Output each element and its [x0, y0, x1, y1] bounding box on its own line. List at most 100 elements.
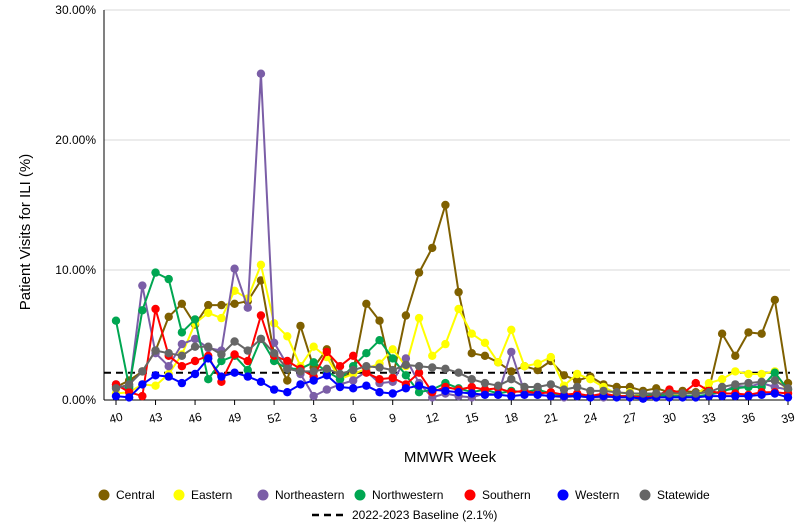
legend-label-northeastern: Northeastern	[275, 488, 344, 502]
data-point-southern	[151, 304, 160, 314]
data-point-eastern	[217, 313, 226, 323]
data-point-southern	[691, 378, 700, 388]
data-point-northeastern	[507, 347, 516, 357]
data-point-eastern	[704, 378, 714, 388]
x-tick-label: 46	[187, 410, 204, 427]
data-point-western	[559, 391, 569, 401]
legend-marker-statewide	[639, 489, 651, 501]
x-tick-label: 27	[622, 410, 639, 427]
data-point-statewide	[296, 367, 305, 376]
data-point-statewide	[559, 385, 569, 394]
axes	[103, 10, 790, 405]
y-tick-label: 30.00%	[55, 3, 96, 17]
data-point-eastern	[230, 286, 239, 295]
data-point-western	[783, 393, 793, 402]
data-point-central	[441, 200, 450, 210]
data-point-statewide	[454, 368, 463, 377]
data-point-southern	[230, 350, 239, 359]
data-point-northeastern	[309, 391, 318, 401]
data-point-western	[520, 390, 529, 399]
data-point-western	[572, 391, 582, 401]
data-point-central	[204, 300, 213, 310]
data-point-central	[770, 295, 780, 305]
y-tick-labels: 0.00% 10.00% 20.00% 30.00%	[55, 3, 96, 407]
data-point-southern	[335, 362, 345, 371]
data-point-western	[454, 388, 463, 397]
x-tick-label: 12	[424, 410, 441, 427]
data-point-statewide	[204, 342, 213, 351]
data-point-eastern	[204, 308, 213, 318]
data-point-eastern	[520, 362, 529, 371]
data-point-western	[493, 390, 503, 399]
data-point-eastern	[546, 352, 556, 362]
data-point-central	[731, 351, 740, 360]
data-point-statewide	[625, 389, 635, 398]
data-point-southern	[348, 351, 358, 360]
data-point-statewide	[164, 349, 173, 358]
data-point-statewide	[256, 334, 266, 344]
x-tick-label: 6	[348, 410, 358, 425]
data-point-statewide	[744, 378, 753, 388]
y-tick-label: 0.00%	[62, 393, 96, 407]
series-line-northeastern	[115, 72, 789, 399]
data-point-eastern	[414, 313, 424, 323]
data-point-northwestern	[401, 371, 411, 380]
data-point-southern	[243, 356, 252, 366]
data-point-western	[124, 393, 134, 402]
data-point-eastern	[454, 304, 463, 314]
data-point-southern	[388, 373, 397, 383]
data-point-central	[362, 299, 371, 308]
legend-label-western: Western	[575, 488, 619, 502]
legend: Central Eastern Northeastern Northwestern So…	[98, 488, 710, 522]
data-point-southern	[467, 382, 476, 392]
data-point-eastern	[428, 351, 437, 360]
data-point-statewide	[665, 389, 674, 398]
data-point-statewide	[533, 382, 542, 392]
data-point-northeastern	[269, 338, 279, 347]
data-point-northwestern	[375, 336, 384, 345]
data-point-northwestern	[111, 316, 121, 325]
legend-label-northwestern: Northwestern	[372, 488, 443, 502]
data-point-northeastern	[190, 334, 200, 344]
data-point-central	[283, 376, 292, 385]
data-point-statewide	[572, 382, 582, 392]
y-tick-label: 20.00%	[55, 133, 96, 147]
data-point-western	[757, 390, 766, 399]
x-tick-label: 18	[503, 410, 520, 427]
x-axis-title: MMWR Week	[404, 449, 497, 466]
data-point-central	[507, 367, 516, 376]
legend-label-southern: Southern	[482, 488, 531, 502]
data-point-eastern	[586, 375, 595, 384]
data-point-central	[717, 329, 727, 338]
data-point-central	[296, 321, 305, 331]
data-point-western	[111, 391, 121, 401]
data-point-statewide	[177, 351, 187, 360]
data-point-western	[164, 372, 173, 381]
data-point-central	[401, 311, 411, 320]
data-point-statewide	[652, 389, 661, 398]
data-point-western	[230, 368, 239, 377]
data-point-northeastern	[177, 339, 187, 349]
series-line-eastern	[115, 263, 789, 398]
data-point-western	[586, 393, 595, 402]
data-point-western	[744, 391, 753, 401]
data-point-central	[572, 376, 582, 385]
series-line-central	[115, 204, 789, 394]
data-point-northwestern	[770, 368, 780, 377]
data-point-statewide	[480, 378, 490, 388]
data-point-northwestern	[138, 306, 147, 315]
x-tick-label: 40	[108, 410, 125, 427]
data-point-statewide	[124, 380, 134, 389]
data-point-eastern	[533, 359, 542, 368]
x-tick-label: 33	[701, 410, 718, 427]
data-point-statewide	[717, 382, 727, 392]
data-point-western	[296, 380, 305, 389]
data-point-western	[362, 381, 371, 390]
data-point-northwestern	[164, 274, 173, 284]
data-point-southern	[177, 362, 187, 371]
data-point-northwestern	[309, 358, 318, 367]
data-point-statewide	[599, 386, 608, 396]
series-line-western	[115, 357, 789, 400]
data-point-statewide	[731, 380, 740, 389]
data-point-central	[414, 268, 424, 277]
